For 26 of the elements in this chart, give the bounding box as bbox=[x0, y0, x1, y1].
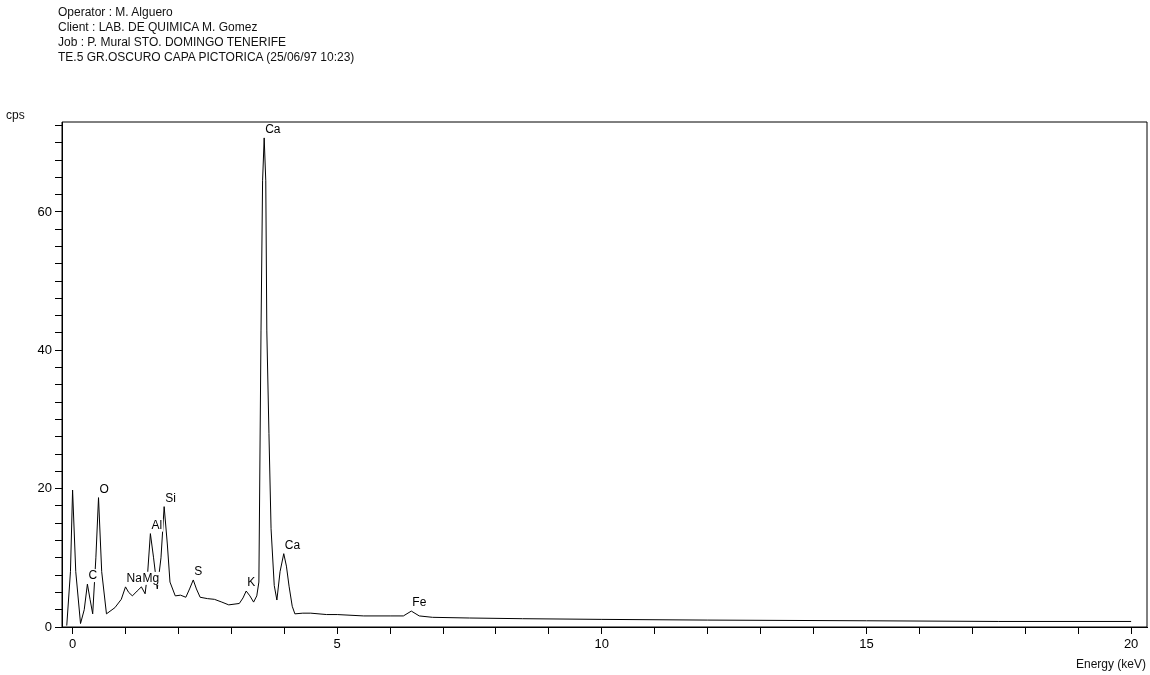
annotation: Fe bbox=[412, 595, 427, 610]
annotation: C bbox=[88, 568, 98, 583]
y-tick-label: 20 bbox=[37, 480, 52, 496]
x-tick-label: 0 bbox=[68, 636, 77, 652]
annotation: Si bbox=[165, 490, 176, 505]
y-tick-label: 40 bbox=[37, 341, 52, 357]
y-axis-title: cps bbox=[6, 108, 25, 122]
y-tick-label: 0 bbox=[44, 618, 52, 634]
x-tick-label: 15 bbox=[859, 636, 874, 652]
x-tick-label: 5 bbox=[333, 636, 341, 652]
text: Job : P. Mural STO. DOMINGO TENERIFE bbox=[58, 35, 288, 50]
x-tick-label: 10 bbox=[594, 636, 610, 652]
x-axis-title: Energy (keV) bbox=[1075, 657, 1146, 671]
y-tick-label: 60 bbox=[37, 203, 52, 219]
annotation: Na bbox=[126, 571, 143, 586]
chart-title: TE.5 GR.OSCURO CAPA PICTORICA (25/06/97 10:23) bbox=[58, 50, 355, 65]
x-tick-label: 20 bbox=[1123, 636, 1139, 652]
annotation: K bbox=[247, 575, 256, 590]
annotation: O bbox=[99, 481, 109, 496]
annotation: Ca bbox=[265, 122, 281, 137]
annotation: S bbox=[194, 564, 203, 579]
text: Operator : M. Alguero bbox=[58, 5, 174, 20]
annotation: Ca bbox=[284, 537, 301, 552]
annotation: Al bbox=[151, 517, 163, 532]
annotation: Mg bbox=[142, 571, 160, 586]
text: Client : LAB. DE QUIMICA M. Gomez bbox=[58, 20, 259, 35]
